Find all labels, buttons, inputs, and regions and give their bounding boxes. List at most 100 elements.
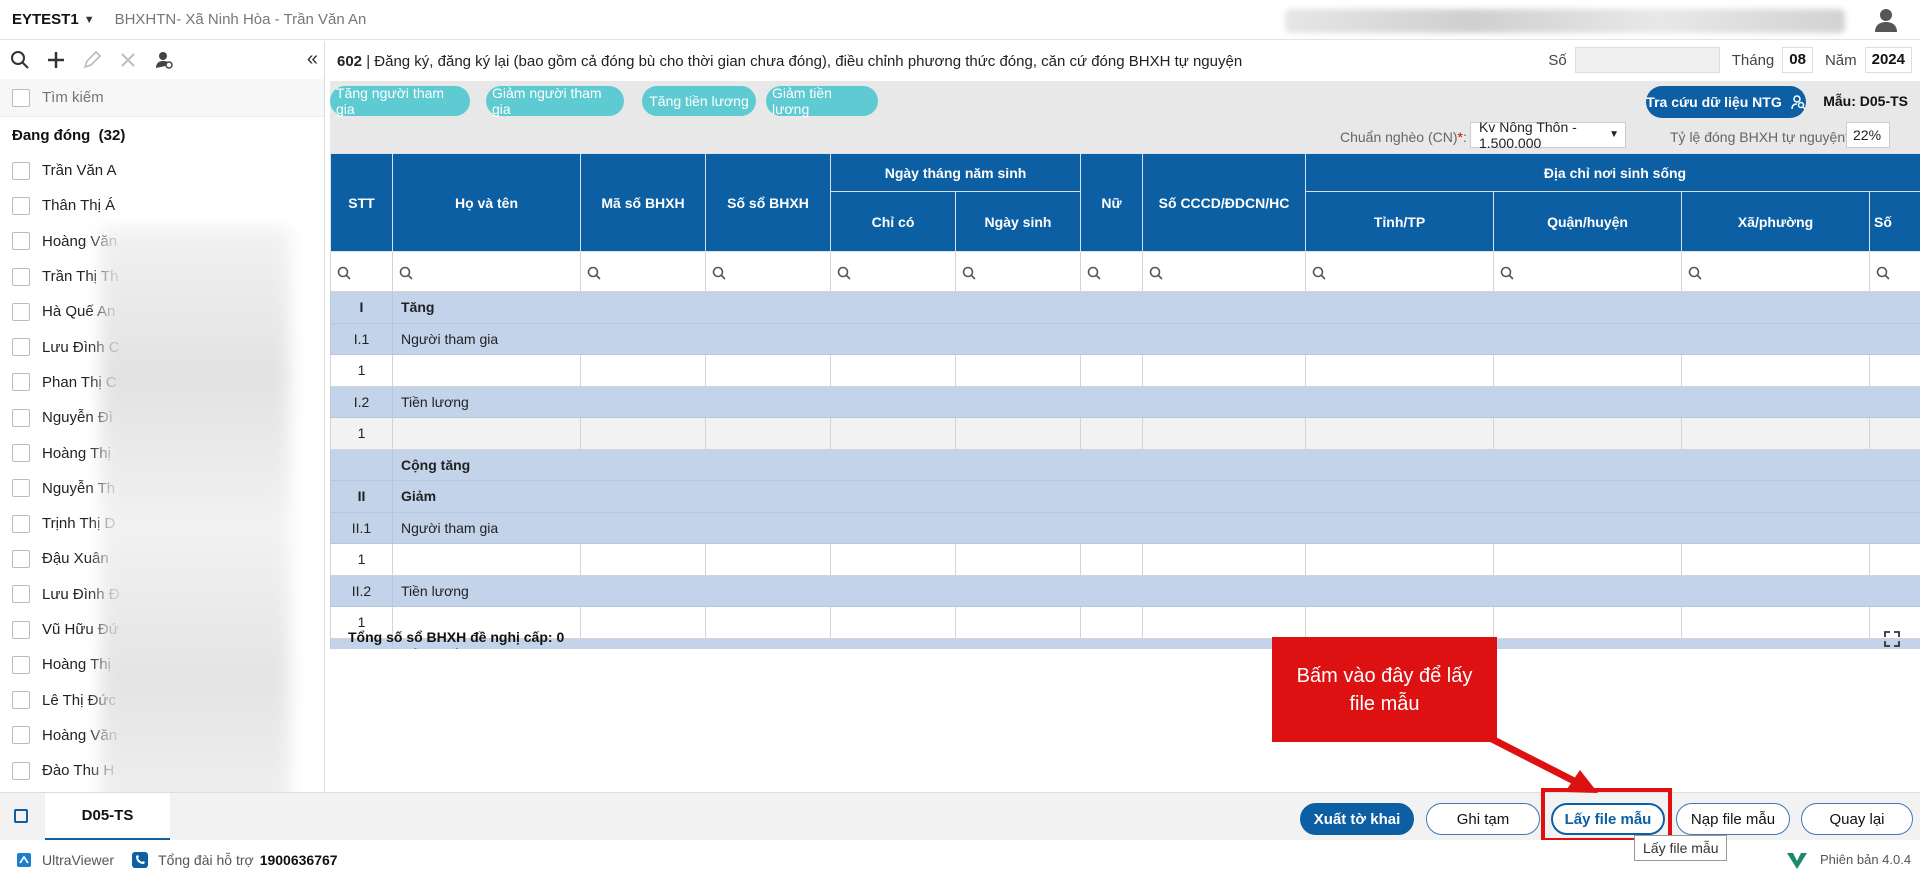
filter-cell[interactable] (1305, 251, 1495, 292)
chevron-down-icon[interactable]: ▼ (83, 13, 95, 26)
table-cell[interactable] (392, 543, 581, 576)
xuat-to-khai-button[interactable]: Xuất tờ khai (1300, 803, 1414, 835)
list-item[interactable]: Nguyễn Th (0, 471, 324, 506)
table-cell[interactable] (1080, 417, 1144, 450)
so-field[interactable] (1574, 47, 1720, 73)
table-cell[interactable] (1869, 354, 1920, 387)
search-icon[interactable] (8, 48, 32, 72)
table-cell[interactable] (1305, 606, 1495, 639)
filter-cell[interactable] (330, 251, 393, 292)
row-checkbox[interactable] (12, 514, 30, 533)
row-checkbox[interactable] (12, 408, 30, 427)
giam-nguoi-tham-gia-button[interactable]: Giảm người tham gia (486, 85, 624, 117)
ultraviewer-label[interactable]: UltraViewer (42, 851, 115, 868)
row-checkbox[interactable] (12, 444, 30, 463)
table-cell[interactable] (954, 543, 1082, 576)
tang-tien-luong-button[interactable]: Tăng tiền lương (642, 86, 756, 116)
app-name[interactable]: EYTEST1 (12, 11, 79, 28)
row-checkbox[interactable] (12, 267, 30, 286)
row-checkbox[interactable] (12, 302, 30, 321)
table-cell[interactable] (1493, 417, 1683, 450)
table-cell[interactable] (1869, 417, 1920, 450)
nam-field[interactable]: 2024 (1864, 47, 1912, 73)
table-cell[interactable] (705, 543, 831, 576)
table-cell[interactable] (705, 354, 831, 387)
tab-d05-ts[interactable]: D05-TS (45, 793, 170, 841)
table-cell[interactable] (1080, 606, 1144, 639)
table-cell[interactable] (954, 606, 1082, 639)
table-cell[interactable] (1080, 354, 1144, 387)
table-cell[interactable] (830, 354, 956, 387)
table-cell[interactable] (580, 543, 706, 576)
filter-cell[interactable] (830, 251, 956, 292)
filter-cell[interactable] (1142, 251, 1307, 292)
table-cell[interactable] (1493, 354, 1683, 387)
table-cell[interactable] (1080, 543, 1144, 576)
row-checkbox[interactable] (12, 585, 30, 604)
table-cell[interactable] (830, 606, 956, 639)
table-cell[interactable] (1305, 354, 1495, 387)
table-cell[interactable] (392, 606, 581, 639)
list-item[interactable]: Hoàng Văn (0, 718, 324, 753)
table-cell[interactable] (954, 417, 1082, 450)
row-checkbox[interactable] (12, 655, 30, 674)
lookup-ntg-button[interactable]: Tra cứu dữ liệu NTG (1646, 86, 1806, 118)
thang-field[interactable]: 08 (1782, 47, 1813, 73)
table-cell[interactable] (1869, 606, 1920, 639)
quay-lai-button[interactable]: Quay lại (1801, 803, 1913, 835)
row-checkbox[interactable] (12, 161, 30, 180)
filter-cell[interactable] (705, 251, 831, 292)
table-cell[interactable] (1681, 606, 1871, 639)
table-cell[interactable] (705, 417, 831, 450)
nap-file-mau-button[interactable]: Nạp file mẫu (1676, 803, 1790, 835)
row-checkbox[interactable] (12, 338, 30, 357)
table-cell[interactable] (580, 354, 706, 387)
table-cell[interactable] (954, 354, 1082, 387)
filter-cell[interactable] (954, 251, 1082, 292)
list-item[interactable]: Hà Quế An (0, 294, 324, 329)
table-cell[interactable] (580, 606, 706, 639)
table-cell[interactable] (1142, 354, 1307, 387)
list-item[interactable]: Trịnh Thị D (0, 506, 324, 541)
list-item[interactable]: Thân Thị Á (0, 188, 324, 223)
row-checkbox[interactable] (12, 726, 30, 745)
list-item[interactable]: Hoàng Thị (0, 647, 324, 682)
filter-cell[interactable] (1869, 251, 1920, 292)
ghi-tam-button[interactable]: Ghi tạm (1426, 803, 1540, 835)
table-cell[interactable] (830, 543, 956, 576)
row-checkbox[interactable] (12, 373, 30, 392)
list-item[interactable]: Đậu Xuân (0, 541, 324, 576)
list-item[interactable]: Đào Thu H (0, 753, 324, 788)
collapse-icon[interactable]: « (306, 48, 318, 70)
list-item[interactable]: Phan Thị C (0, 365, 324, 400)
delete-icon[interactable] (116, 48, 140, 72)
row-checkbox[interactable] (12, 691, 30, 710)
table-cell[interactable] (705, 606, 831, 639)
table-cell[interactable] (1142, 417, 1307, 450)
select-all-checkbox[interactable] (12, 88, 30, 107)
table-cell[interactable] (392, 354, 581, 387)
expand-icon[interactable] (1884, 631, 1900, 647)
tl-field[interactable]: 22% (1846, 122, 1890, 148)
table-cell[interactable] (1493, 606, 1683, 639)
table-cell[interactable] (1142, 606, 1307, 639)
lay-file-mau-button[interactable]: Lấy file mẫu (1551, 803, 1665, 835)
cn-select[interactable]: Kv Nông Thôn - 1.500.000 ▼ (1470, 119, 1626, 151)
table-cell[interactable] (1681, 354, 1871, 387)
filter-cell[interactable] (1080, 251, 1144, 292)
table-cell[interactable] (1305, 543, 1495, 576)
giam-tien-luong-button[interactable]: Giảm tiền lương (766, 85, 878, 117)
table-cell[interactable] (1493, 543, 1683, 576)
table-cell[interactable] (1869, 543, 1920, 576)
search-input[interactable] (42, 89, 282, 106)
add-icon[interactable] (44, 48, 68, 72)
edit-icon[interactable] (80, 48, 104, 72)
user-icon[interactable] (1872, 6, 1900, 34)
filter-cell[interactable] (1681, 251, 1871, 292)
list-item[interactable]: Hoàng Thị (0, 435, 324, 470)
table-cell[interactable] (1142, 543, 1307, 576)
list-item[interactable]: Lê Thị Đức (0, 682, 324, 717)
row-checkbox[interactable] (12, 549, 30, 568)
table-cell[interactable] (392, 417, 581, 450)
row-checkbox[interactable] (12, 232, 30, 251)
